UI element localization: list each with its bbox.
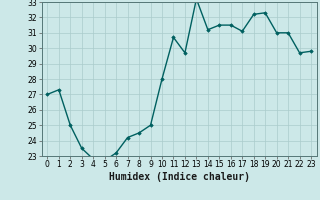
X-axis label: Humidex (Indice chaleur): Humidex (Indice chaleur) <box>109 172 250 182</box>
